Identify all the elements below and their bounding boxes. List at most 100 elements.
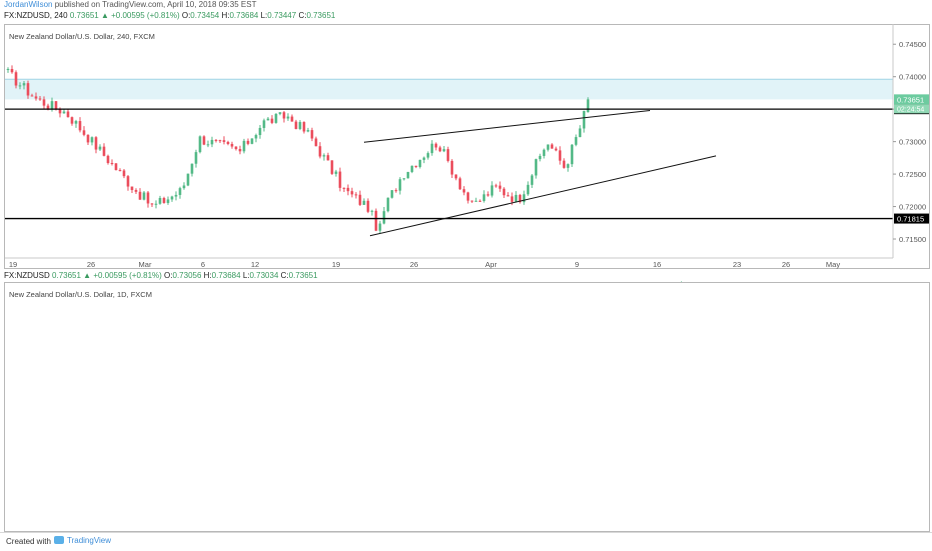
candle-body xyxy=(178,188,182,195)
candle-body xyxy=(130,186,134,191)
candle-body xyxy=(50,101,54,109)
price-tick-label: 0.74000 xyxy=(899,73,926,82)
candle-body xyxy=(570,144,574,165)
candle-body xyxy=(122,170,126,177)
candle-body xyxy=(234,146,238,150)
candle-body xyxy=(374,210,378,231)
candle-body xyxy=(510,196,514,202)
candle-body xyxy=(518,194,522,203)
candle-body xyxy=(466,192,470,201)
candle-body xyxy=(526,184,530,195)
candle-body xyxy=(82,130,86,135)
close-label: C: xyxy=(298,11,307,20)
candle-body xyxy=(322,155,326,157)
candle-body xyxy=(486,194,490,196)
candle-body xyxy=(434,143,438,148)
close-label-1d: C: xyxy=(280,271,289,280)
candle-body xyxy=(102,146,106,156)
candle-body xyxy=(386,197,390,212)
candle-body xyxy=(290,116,294,122)
candle-body xyxy=(478,200,482,202)
candle-body xyxy=(494,185,498,187)
candle-body xyxy=(66,111,70,118)
low-label: L: xyxy=(260,11,268,20)
date-tick-label: Mar xyxy=(139,260,152,269)
candle-body xyxy=(422,157,426,160)
candle-body xyxy=(394,190,398,192)
candle-body xyxy=(218,140,222,142)
candle-body xyxy=(418,159,422,167)
candle-body xyxy=(194,152,198,164)
chart-pane-1d[interactable] xyxy=(4,282,930,532)
candle-body xyxy=(206,144,210,146)
date-tick-label: 26 xyxy=(782,260,790,269)
close-value: 0.73651 xyxy=(306,11,336,20)
candle-body xyxy=(258,127,262,136)
candle-body xyxy=(62,111,66,114)
candle-body xyxy=(74,121,78,124)
candle-body xyxy=(514,194,518,202)
last-price: 0.73651 xyxy=(69,11,99,20)
candle-body xyxy=(354,194,358,196)
footer: Created with TradingView xyxy=(0,532,932,551)
close-value-1d: 0.73651 xyxy=(288,271,318,280)
candle-body xyxy=(78,121,82,131)
candle-body xyxy=(210,139,214,145)
candle-body xyxy=(202,136,206,145)
cloud-icon xyxy=(54,536,64,544)
candle-body xyxy=(350,191,354,195)
candle-body xyxy=(282,112,286,119)
candle-body xyxy=(402,178,406,180)
low-label-1d: L: xyxy=(242,271,250,280)
price-tick-label: 0.74500 xyxy=(899,40,926,49)
candle-body xyxy=(318,146,322,157)
candle-body xyxy=(546,144,550,150)
candle-body xyxy=(42,99,46,106)
low-value: 0.73447 xyxy=(267,11,297,20)
candle-body xyxy=(10,69,14,73)
candle-body xyxy=(550,144,554,149)
candle-body xyxy=(438,147,442,152)
candle-body xyxy=(326,155,330,161)
candle-body xyxy=(474,200,478,202)
open-label: O: xyxy=(181,11,191,20)
candle-body xyxy=(266,118,270,121)
candle-body xyxy=(110,163,114,165)
pane2-legend: New Zealand Dollar/U.S. Dollar, 1D, FXCM xyxy=(9,290,152,299)
tradingview-logo[interactable]: TradingView xyxy=(54,536,111,545)
candle-body xyxy=(38,98,42,100)
tradingview-brand: TradingView xyxy=(67,536,112,545)
candle-body xyxy=(154,203,158,205)
candle-body xyxy=(54,101,58,110)
candle-body xyxy=(314,138,318,147)
candle-body xyxy=(346,187,350,192)
candle-body xyxy=(574,137,578,145)
author-link[interactable]: JordanWilson xyxy=(4,0,53,9)
candle-body xyxy=(22,83,26,86)
candle-body xyxy=(542,149,546,156)
candle-body xyxy=(30,95,34,97)
candle-body xyxy=(246,140,250,144)
candle-body xyxy=(222,140,226,142)
symbol-1d: FX:NZDUSD xyxy=(4,271,50,280)
candle-body xyxy=(90,137,94,143)
candle-body xyxy=(338,171,342,188)
candle-body xyxy=(86,134,90,143)
candle-body xyxy=(390,190,394,198)
candle-body xyxy=(502,188,506,196)
candle-body xyxy=(450,160,454,175)
price-change: ▲ +0.00595 (+0.81%) xyxy=(100,11,180,20)
candle-body xyxy=(534,159,538,176)
date-tick-label: 26 xyxy=(87,260,95,269)
candle-body xyxy=(14,72,18,86)
chart-pane-240[interactable] xyxy=(4,24,930,269)
candle-body xyxy=(334,171,338,174)
candle-body xyxy=(26,83,30,96)
candle-body xyxy=(238,149,242,152)
date-tick-label: 23 xyxy=(733,260,741,269)
candle-body xyxy=(410,165,414,172)
created-with-text: Created with xyxy=(6,537,51,546)
candle-body xyxy=(470,200,474,202)
date-tick-label: 19 xyxy=(332,260,340,269)
candle-body xyxy=(310,130,314,139)
